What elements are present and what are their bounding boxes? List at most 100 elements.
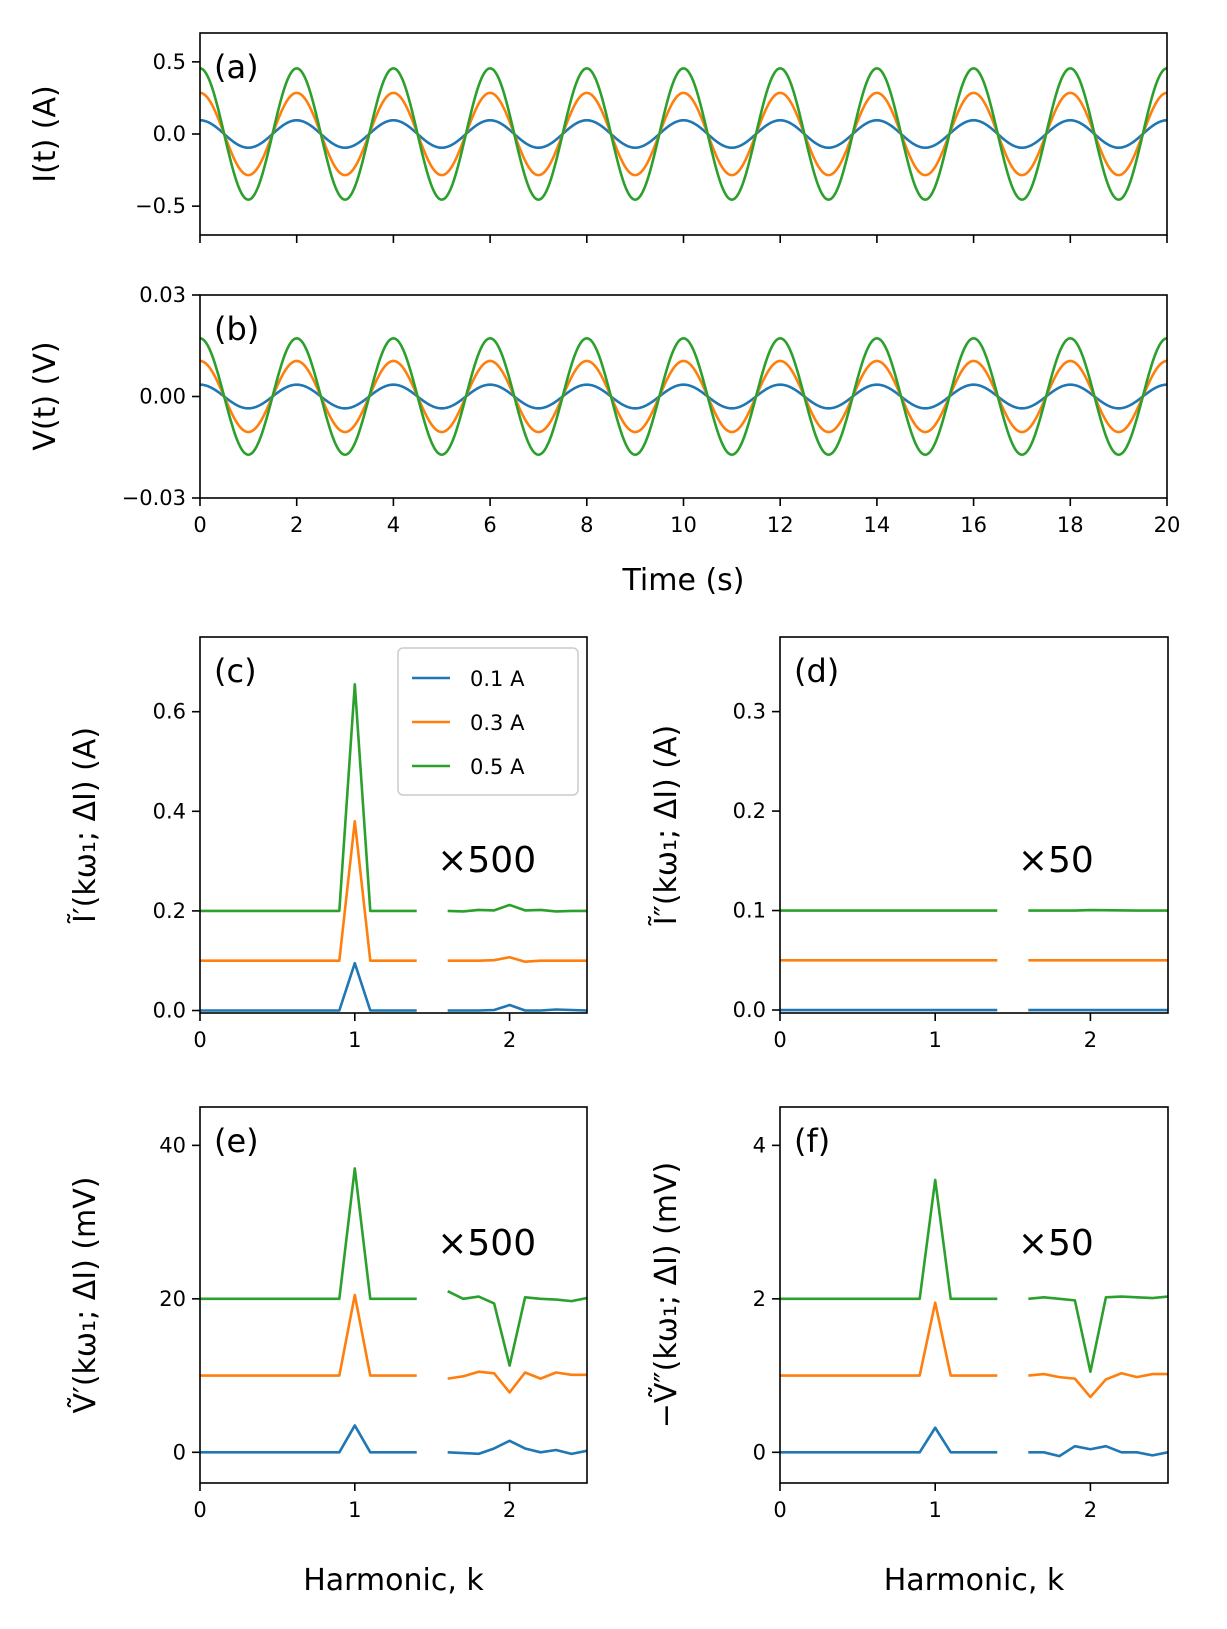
y-tick-label: −0.03 [122,486,186,510]
y-tick-label: 0.1 [733,899,766,923]
y-tick-label: 0.6 [153,700,186,724]
x-axis-label: Time (s) [622,563,745,598]
y-tick-label: 0.0 [153,122,186,146]
legend-entry: 0.3 A [470,711,525,735]
plot-frame [199,32,1168,236]
panel-label: (e) [214,1122,259,1160]
legend-entry: 0.1 A [470,667,525,691]
x-tick-label: 1 [348,1028,361,1052]
plot-frame [199,1106,588,1484]
x-tick-label: 14 [864,513,891,537]
multiplier-label: ×500 [437,840,536,881]
series-line-f-0-1 [1028,1444,1168,1458]
y-tick-label: 0.00 [139,385,186,409]
series-line-f-0-0 [780,1426,998,1454]
series-line-f-2-0 [780,1178,998,1301]
y-tick-label: 0.5 [153,50,186,74]
y-tick-label: 4 [753,1133,766,1157]
legend: 0.1 A 0.3 A 0.5 A [397,647,579,796]
series-line-c-0-0 [200,961,417,1012]
x-tick-label: 0 [193,513,206,537]
plot-frame [199,636,588,1014]
series-line-f-1-1 [1028,1371,1168,1399]
plot-frame [779,636,1169,1014]
series-line-c-2-1 [447,903,587,913]
panel-label: (b) [214,310,259,348]
multiplier-label: ×50 [1018,840,1094,881]
panel-label: (f) [794,1122,830,1160]
plot-frame [199,294,1168,499]
panel-c: 0 1 2 0.0 0.2 0.4 0.6 Ĩ′(kω₁; ΔI) (A) (c) ×500 0.1… [67,636,588,1052]
y-axis-label: −Ṽ″(kω₁; ΔI) (mV) [648,1162,684,1429]
y-tick-label: 0.2 [153,899,186,923]
panel-b: 0 2 4 6 8 10 12 14 16 18 20 −0.03 0.00 0.03 V(t) (V) Ti… [28,283,1180,598]
series-line-e-2-0 [200,1167,417,1301]
series-group [200,67,1167,201]
x-tick-label: 0 [773,1028,786,1052]
y-tick-label: 0.03 [139,283,186,307]
y-axis-label: Ĩ″(kω₁; ΔI) (A) [648,725,684,926]
y-tick-label: 40 [159,1133,186,1157]
x-tick-label: 8 [580,513,593,537]
series-line-e-1-1 [447,1370,587,1394]
plot-frame [779,1106,1169,1484]
legend-entry: 0.5 A [470,755,525,779]
series-line-c-0-1 [447,1003,587,1012]
x-tick-label: 20 [1154,513,1181,537]
x-tick-label: 0 [773,1498,786,1522]
y-axis-label: V(t) (V) [28,341,63,450]
x-axis-label: Harmonic, k [303,1563,484,1598]
series-line-e-2-1 [447,1289,587,1367]
x-tick-label: 10 [670,513,697,537]
x-tick-label: 1 [929,1028,942,1052]
series-line-e-1-0 [200,1293,417,1377]
panel-f: 0 1 2 0 2 4 −Ṽ″(kω₁; ΔI) (mV) Harmonic, k (f) ×50 [648,1106,1169,1598]
series-group [200,1167,587,1456]
x-tick-label: 2 [1084,1028,1097,1052]
x-tick-label: 6 [483,513,496,537]
series-group [200,683,587,1012]
panel-label: (d) [794,652,839,690]
y-tick-label: 0 [173,1440,186,1464]
panel-label: (a) [214,48,259,86]
x-axis-label: Harmonic, k [884,1563,1065,1598]
y-tick-label: 0 [753,1440,766,1464]
y-tick-label: 0.0 [733,998,766,1022]
x-tick-label: 2 [503,1498,516,1522]
y-axis-label: Ĩ′(kω₁; ΔI) (A) [67,727,103,924]
y-tick-label: −0.5 [135,194,186,218]
x-tick-label: 0 [193,1498,206,1522]
panel-a: −0.5 0.0 0.5 I(t) (A) (a) [28,32,1168,243]
x-tick-label: 0 [193,1028,206,1052]
series-line-e-0-1 [447,1439,587,1456]
panel-d: 0 1 2 0.0 0.1 0.2 0.3 Ĩ″(kω₁; ΔI) (A) (d) ×50 [648,636,1169,1052]
series-line-c-1-1 [447,955,587,963]
x-tick-label: 2 [1084,1498,1097,1522]
multiplier-label: ×50 [1018,1223,1094,1264]
y-tick-label: 0.0 [153,999,186,1023]
series-line-b-0-0 [200,383,1167,410]
x-tick-label: 2 [503,1028,516,1052]
x-tick-label: 4 [387,513,400,537]
multiplier-label: ×500 [437,1223,536,1264]
series-line-c-2-0 [200,683,417,913]
x-tick-label: 18 [1057,513,1084,537]
series-group [200,337,1167,456]
x-tick-label: 12 [767,513,794,537]
y-axis-label: I(t) (A) [28,85,63,183]
series-line-a-0-0 [200,118,1167,150]
x-tick-label: 1 [348,1498,361,1522]
series-line-a-2-0 [200,67,1167,201]
y-tick-label: 0.2 [733,799,766,823]
x-tick-label: 2 [290,513,303,537]
series-group [780,1178,1168,1458]
series-line-a-1-0 [200,91,1167,177]
y-tick-label: 2 [753,1287,766,1311]
series-line-f-2-1 [1028,1295,1168,1374]
x-tick-label: 1 [929,1498,942,1522]
series-line-c-1-0 [200,819,417,963]
series-line-f-1-0 [780,1301,998,1377]
y-axis-label: Ṽ′(kω₁; ΔI) (mV) [67,1177,103,1414]
